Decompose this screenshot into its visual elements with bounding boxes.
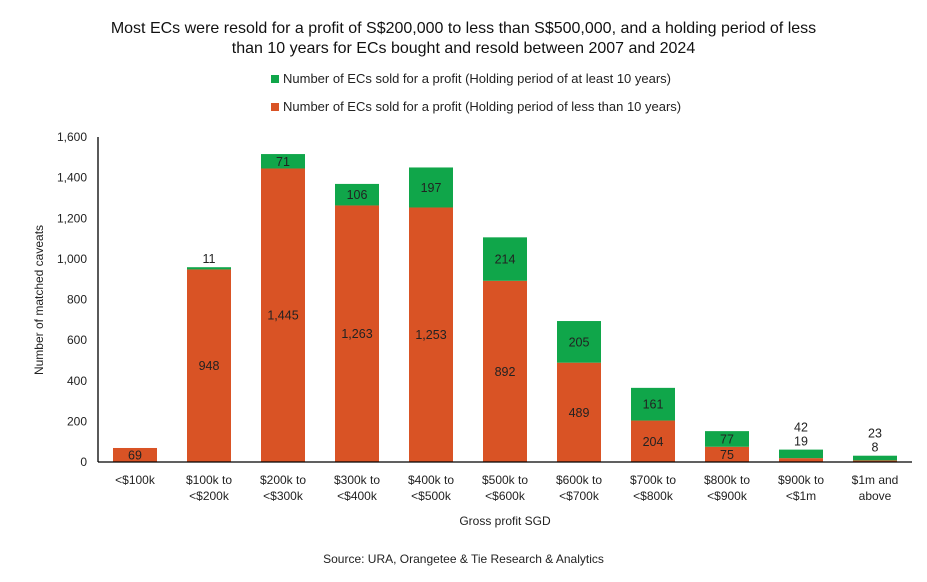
x-tick-label: $700k to — [630, 473, 676, 487]
y-axis-title: Number of matched caveats — [32, 225, 46, 375]
legend-item-short-holding: Number of ECs sold for a profit (Holding… — [271, 99, 681, 114]
x-tick-label: $400k to — [408, 473, 454, 487]
y-tick-label: 800 — [67, 293, 87, 307]
bar-segment — [557, 362, 601, 462]
data-label: 892 — [495, 365, 516, 379]
bar-segment — [853, 460, 897, 462]
bar-segment — [187, 269, 231, 462]
data-label: 197 — [421, 181, 442, 195]
data-label: 23 — [868, 427, 882, 441]
data-label: 214 — [495, 253, 516, 267]
x-tick-label: $200k to — [260, 473, 306, 487]
data-label: 205 — [569, 335, 590, 349]
bar-segment — [853, 455, 897, 461]
chart-title: Most ECs were resold for a profit of S$2… — [0, 19, 927, 59]
data-label: 75 — [720, 448, 734, 462]
bar-segment — [705, 446, 749, 462]
x-tick-label: <$600k — [485, 489, 526, 503]
y-tick-label: 600 — [67, 333, 87, 347]
bar-segment — [557, 321, 601, 363]
data-label: 1,445 — [267, 309, 298, 323]
x-tick-label: <$900k — [707, 489, 748, 503]
x-tick-label: $900k to — [778, 473, 824, 487]
x-tick-label: $500k to — [482, 473, 528, 487]
bar-segment — [705, 431, 749, 447]
x-tick-label: <$100k — [115, 473, 156, 487]
x-tick-label: <$200k — [189, 489, 230, 503]
title-line-1: Most ECs were resold for a profit of S$2… — [110, 20, 817, 37]
bar-segment — [335, 183, 379, 206]
x-tick-label: $600k to — [556, 473, 602, 487]
bar-segment — [779, 449, 823, 459]
x-axis-title: Gross profit SGD — [459, 514, 551, 528]
data-label: 11 — [203, 252, 216, 266]
data-label: 106 — [347, 188, 368, 202]
legend-item-long-holding: Number of ECs sold for a profit (Holding… — [271, 71, 671, 86]
data-label: 948 — [199, 359, 220, 373]
legend-label: Number of ECs sold for a profit (Holding… — [283, 71, 672, 86]
legend-swatch-green — [271, 75, 279, 83]
data-label: 19 — [794, 435, 808, 449]
bar-segment — [261, 168, 305, 462]
y-tick-label: 200 — [67, 414, 87, 428]
x-tick-label: above — [859, 489, 892, 503]
data-label: 161 — [643, 398, 664, 412]
bar-segment — [113, 447, 157, 462]
bar-segment — [483, 280, 527, 462]
bar-segment — [409, 207, 453, 462]
data-label: 8 — [872, 441, 879, 455]
y-tick-label: 1,200 — [57, 211, 87, 225]
data-label: 489 — [569, 406, 590, 420]
data-label: 69 — [128, 448, 142, 462]
bar-segment — [779, 458, 823, 462]
bar-segment — [631, 387, 675, 421]
y-tick-label: 1,000 — [57, 252, 87, 266]
x-tick-label: $300k to — [334, 473, 380, 487]
x-tick-label: $1m and — [852, 473, 899, 487]
x-tick-label: <$300k — [263, 489, 304, 503]
x-tick-label: <$1m — [786, 489, 816, 503]
title-line-2: than 10 years for ECs bought and resold … — [231, 40, 696, 57]
bar-segment — [335, 205, 379, 462]
data-label: 1,253 — [415, 328, 446, 342]
x-tick-label: <$400k — [337, 489, 378, 503]
y-tick-label: 1,600 — [57, 130, 87, 144]
y-tick-label: 0 — [80, 455, 87, 469]
data-label: 42 — [794, 421, 808, 435]
bar-segment — [409, 167, 453, 208]
bar-segment — [483, 237, 527, 281]
bar-segment — [261, 154, 305, 169]
data-label: 1,263 — [341, 327, 372, 341]
data-label: 204 — [643, 435, 664, 449]
y-tick-label: 400 — [67, 374, 87, 388]
bar-segment — [187, 267, 231, 270]
x-tick-label: <$800k — [633, 489, 674, 503]
data-label: 77 — [720, 432, 734, 446]
x-tick-label: <$700k — [559, 489, 600, 503]
legend-swatch-orange — [271, 103, 279, 111]
y-tick-label: 1,400 — [57, 171, 87, 185]
x-tick-label: $100k to — [186, 473, 232, 487]
source-note: Source: URA, Orangetee & Tie Research & … — [323, 552, 604, 566]
bar-segment — [631, 420, 675, 462]
x-tick-label: $800k to — [704, 473, 750, 487]
legend-label: Number of ECs sold for a profit (Holding… — [283, 99, 682, 114]
data-label: 71 — [276, 155, 290, 169]
plot-area: 0 200 400 600 800 1,000 1,200 1,400 1,600 Number … — [32, 130, 912, 528]
x-tick-label: <$500k — [411, 489, 452, 503]
